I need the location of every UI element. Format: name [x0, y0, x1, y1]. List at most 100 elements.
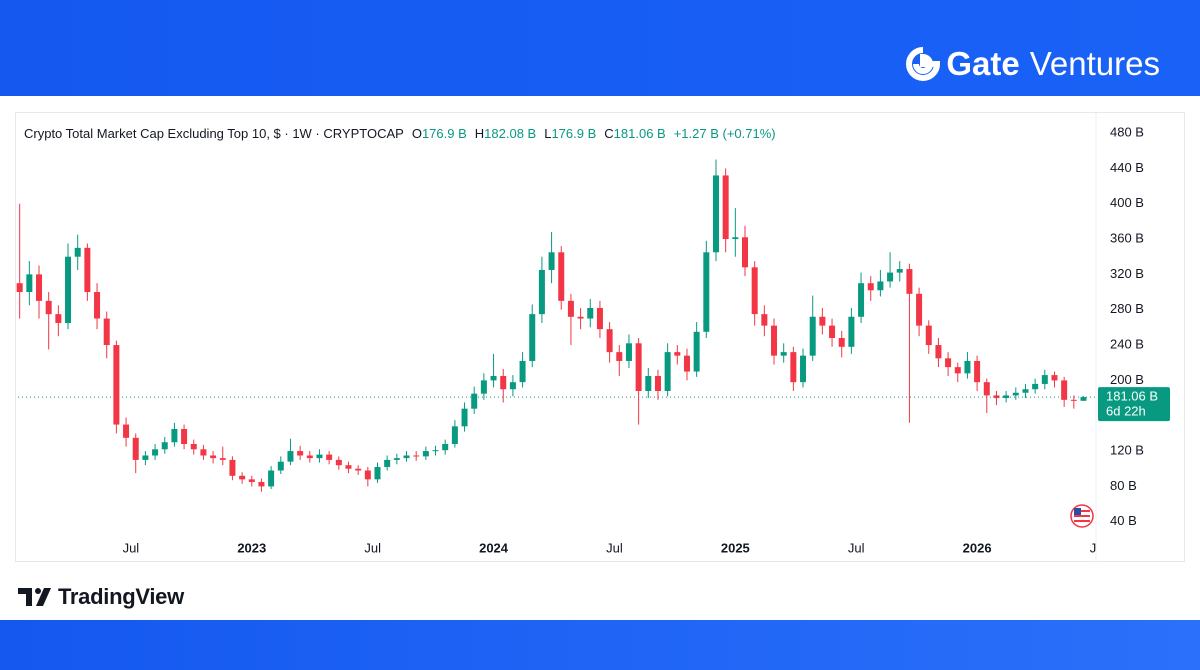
candle-body	[674, 352, 681, 356]
candle-body	[1070, 399, 1077, 401]
candle-body	[829, 325, 836, 338]
candle-body	[867, 283, 874, 291]
x-tick-label: 2025	[721, 540, 750, 555]
candle-body	[800, 355, 807, 383]
candle-body	[654, 375, 661, 391]
candle-body	[519, 360, 526, 383]
candle-body	[645, 375, 652, 391]
chart-title: Crypto Total Market Cap Excluding Top 10…	[24, 126, 404, 141]
candle-body	[432, 450, 439, 452]
x-tick-label: 2024	[479, 540, 509, 555]
candle-body	[993, 395, 1000, 399]
candle-body	[742, 237, 749, 268]
candle-body	[693, 331, 700, 372]
candle-body	[393, 458, 400, 460]
candle-body	[210, 455, 217, 459]
brand-suffix: Ventures	[1029, 45, 1160, 82]
candle-body	[809, 316, 816, 356]
candle-body	[538, 269, 545, 315]
last-price-tag	[1098, 387, 1170, 422]
candle-body	[1022, 389, 1029, 393]
candle-body	[277, 461, 284, 471]
candle-body	[935, 345, 942, 359]
brand-icon	[906, 47, 941, 81]
candle-body	[683, 355, 690, 372]
y-tick-label: 440 B	[1110, 160, 1144, 175]
candle-body	[596, 307, 603, 330]
candle-body	[355, 468, 362, 471]
candle-body	[326, 454, 333, 460]
candle-body	[471, 393, 478, 409]
last-price-label: 181.06 B	[1106, 389, 1158, 404]
candle-body	[529, 314, 536, 361]
y-tick-label: 40 B	[1110, 513, 1137, 528]
candle-body	[239, 475, 246, 480]
candle-body	[1041, 375, 1048, 384]
candle-body	[1032, 383, 1039, 390]
candle-body	[451, 426, 458, 445]
brand-logo: Gate Ventures	[906, 45, 1160, 83]
legend-value: 181.06 B	[613, 126, 666, 141]
footer-band	[0, 620, 1200, 670]
candle-body	[335, 459, 342, 466]
candle-body	[258, 481, 265, 487]
x-tick-label: Jul	[606, 540, 623, 555]
y-tick-label: 480 B	[1110, 124, 1144, 139]
tradingview-name: TradingView	[58, 584, 184, 609]
x-tick-label: Jul	[123, 540, 140, 555]
candle-body	[403, 455, 410, 459]
plot-area: Jul 2023 Jul 2024 Jul 2025 Jul 2026 Jul	[16, 159, 1107, 555]
candle-body	[954, 367, 961, 374]
candle-body	[587, 307, 594, 319]
tradingview-icon	[18, 588, 51, 606]
y-tick-label: 200 B	[1110, 372, 1144, 387]
x-tick-label: Jul	[848, 540, 865, 555]
legend-change: +1.27 B (+0.71%)	[673, 126, 776, 141]
candle-body	[55, 314, 62, 323]
candle-body	[500, 375, 507, 390]
y-tick-label: 360 B	[1110, 230, 1144, 245]
candle-body	[161, 442, 168, 450]
candle-body	[703, 252, 710, 332]
candle-body	[413, 455, 420, 457]
x-tick-label: Jul	[1090, 540, 1107, 555]
y-tick-label: 80 B	[1110, 478, 1137, 493]
candle-body	[848, 316, 855, 347]
y-tick-label: 280 B	[1110, 301, 1144, 316]
candle-body	[229, 459, 236, 476]
candle-body	[1051, 375, 1058, 381]
candle-body	[635, 343, 642, 391]
candle-body	[190, 444, 197, 450]
candle-body	[103, 318, 110, 346]
countdown-label: 6d 22h	[1106, 404, 1146, 419]
brand-name: Gate	[946, 45, 1020, 82]
candle-body	[983, 382, 990, 396]
candle-body	[345, 465, 352, 469]
candle-body	[548, 252, 555, 270]
candle-body	[200, 449, 207, 456]
candle-body	[248, 479, 255, 482]
candle-body	[1061, 380, 1068, 400]
candle-body	[567, 300, 574, 317]
candle-body	[45, 300, 52, 315]
candle-body	[1012, 392, 1019, 396]
y-tick-label: 400 B	[1110, 195, 1144, 210]
candle-body	[509, 382, 516, 390]
candle-body	[858, 283, 865, 317]
candle-body	[297, 451, 304, 456]
candle-body	[142, 455, 149, 460]
candle-body	[751, 267, 758, 315]
candle-body	[606, 329, 613, 353]
candle-body	[480, 380, 487, 394]
candle-body	[171, 428, 178, 443]
candle-body	[132, 437, 139, 460]
candle-body	[877, 281, 884, 291]
candle-body	[364, 470, 371, 480]
candle-body	[896, 269, 903, 273]
candle-body	[287, 451, 294, 462]
header-band: Gate Ventures	[0, 0, 1200, 96]
tradingview-logo: TradingView	[18, 584, 184, 610]
candle-body	[316, 454, 323, 459]
